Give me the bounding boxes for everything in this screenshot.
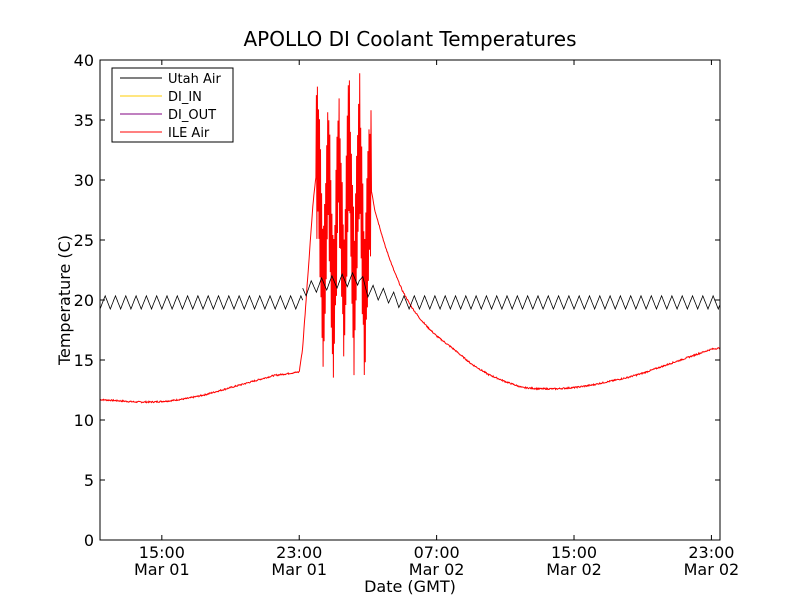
chart-title: APOLLO DI Coolant Temperatures xyxy=(243,27,576,51)
series-line-ile-air xyxy=(99,73,720,404)
legend: Utah Air DI_IN DI_OUT ILE Air xyxy=(111,67,234,143)
legend-box xyxy=(111,67,234,143)
x-tick-label-time: 23:00 xyxy=(276,543,322,562)
x-tick-label-time: 15:00 xyxy=(139,543,185,562)
x-tick-label-time: 23:00 xyxy=(688,543,734,562)
y-tick-label: 5 xyxy=(84,471,94,490)
y-tick-label: 10 xyxy=(74,411,94,430)
y-tick-label: 40 xyxy=(74,51,94,70)
y-tick-label: 30 xyxy=(74,171,94,190)
legend-label-di-in: DI_IN xyxy=(168,90,202,105)
series-line-utah-air xyxy=(302,271,721,311)
x-tick-label-date: Mar 02 xyxy=(409,560,465,579)
x-axis-label: Date (GMT) xyxy=(364,577,456,596)
series-layer xyxy=(99,73,721,404)
x-tick-label-date: Mar 02 xyxy=(546,560,602,579)
y-tick-label: 25 xyxy=(74,231,94,250)
y-tick-label: 0 xyxy=(84,531,94,550)
y-tick-label: 20 xyxy=(74,291,94,310)
y-axis-label: Temperature (C) xyxy=(55,235,74,366)
legend-label-ile-air: ILE Air xyxy=(168,126,210,141)
legend-label-di-out: DI_OUT xyxy=(168,108,216,123)
x-tick-label-date: Mar 01 xyxy=(271,560,327,579)
series-line-utah-air xyxy=(99,294,304,311)
legend-label-utah-air: Utah Air xyxy=(168,72,221,87)
x-tick-label-date: Mar 02 xyxy=(684,560,740,579)
x-tick-label-time: 15:00 xyxy=(551,543,597,562)
x-tick-label-date: Mar 01 xyxy=(134,560,190,579)
y-tick-label: 35 xyxy=(74,111,94,130)
x-tick-label-time: 07:00 xyxy=(414,543,460,562)
y-axis: 0 5 10 15 20 25 30 35 40 xyxy=(74,51,720,550)
y-tick-label: 15 xyxy=(74,351,94,370)
